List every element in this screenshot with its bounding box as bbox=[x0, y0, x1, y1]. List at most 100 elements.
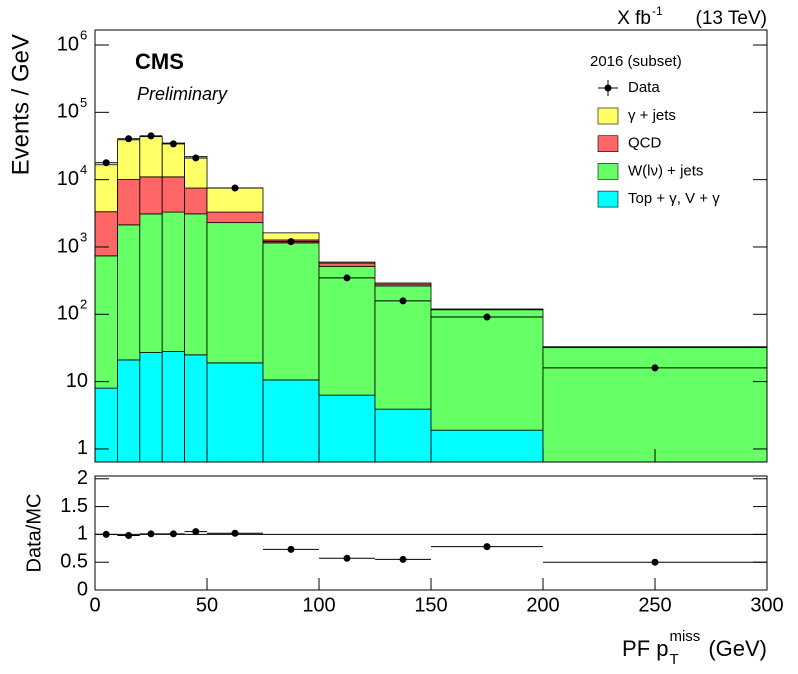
y-tick-exponent: 6 bbox=[80, 27, 87, 42]
stack-bar bbox=[318, 394, 376, 463]
lumi-energy: (13 TeV) bbox=[696, 8, 767, 29]
stack-bar bbox=[161, 211, 185, 352]
y-tick-exponent: 4 bbox=[80, 162, 87, 177]
data-point bbox=[483, 313, 491, 321]
legend-label: Data bbox=[628, 79, 660, 96]
stack-bar bbox=[374, 408, 432, 463]
ratio-point bbox=[651, 558, 659, 566]
x-tick-label: 50 bbox=[196, 594, 218, 616]
stack-bar bbox=[161, 351, 185, 463]
y-tick-label: 1.5 bbox=[60, 495, 88, 517]
stack-bar bbox=[262, 242, 320, 381]
x-tick-label: 250 bbox=[638, 594, 671, 616]
x-axis-title-sup: miss bbox=[669, 628, 700, 645]
stack-bar bbox=[262, 379, 320, 463]
lumi-sup: -1 bbox=[652, 4, 663, 18]
stack-bar bbox=[318, 261, 376, 264]
legend-swatch bbox=[597, 163, 619, 180]
stack-bar bbox=[206, 222, 264, 364]
stack-bar bbox=[184, 187, 208, 215]
y-tick-label: 1 bbox=[77, 437, 88, 459]
legend-label: γ + jets bbox=[628, 107, 676, 124]
stack-bar bbox=[161, 142, 185, 178]
x-tick-label: 300 bbox=[750, 594, 783, 616]
y-tick-label: 10 bbox=[57, 168, 79, 190]
x-axis-title: PF p bbox=[622, 636, 668, 661]
x-tick-label: 0 bbox=[89, 594, 100, 616]
stack-bar bbox=[430, 429, 544, 463]
y-tick-exponent: 3 bbox=[80, 229, 87, 244]
stack-bar bbox=[117, 359, 141, 463]
stack-bar bbox=[139, 352, 163, 463]
y-tick-label: 2 bbox=[77, 467, 88, 489]
y-tick-label: 10 bbox=[57, 303, 79, 325]
legend-label: Top + γ, V + γ bbox=[628, 190, 720, 207]
stack-bar bbox=[117, 224, 141, 361]
status-label: Preliminary bbox=[137, 84, 228, 104]
stack-bar bbox=[430, 309, 544, 431]
ratio-point bbox=[147, 530, 155, 538]
stack-bar bbox=[318, 262, 376, 267]
y-tick-label: 10 bbox=[57, 235, 79, 257]
legend-swatch bbox=[597, 190, 619, 208]
stack-bar bbox=[94, 387, 118, 463]
stack-bar bbox=[318, 265, 376, 396]
y-tick-label: 10 bbox=[66, 370, 88, 392]
data-point bbox=[147, 132, 155, 140]
data-point bbox=[651, 364, 659, 372]
y-axis-title: Events / GeV bbox=[7, 34, 34, 175]
x-axis-title-unit: (GeV) bbox=[708, 636, 767, 661]
stack-bar bbox=[430, 308, 544, 311]
legend-marker bbox=[604, 84, 612, 92]
ratio-point bbox=[399, 555, 407, 563]
legend-swatch bbox=[597, 107, 619, 125]
x-tick-label: 200 bbox=[526, 594, 559, 616]
stack-bar bbox=[94, 255, 118, 389]
stack-bar bbox=[184, 213, 208, 356]
stack-bar bbox=[206, 187, 264, 213]
stack-bar bbox=[117, 139, 141, 180]
ratio-point bbox=[287, 545, 295, 553]
stack-bar bbox=[184, 354, 208, 463]
stack-bar bbox=[94, 164, 118, 213]
lumi-label: X fb bbox=[617, 8, 651, 29]
ratio-point bbox=[343, 554, 351, 562]
x-tick-label: 150 bbox=[414, 594, 447, 616]
ratio-point bbox=[125, 532, 133, 540]
stack-bar bbox=[161, 176, 185, 213]
data-point bbox=[287, 238, 295, 246]
stack-bar bbox=[117, 179, 141, 226]
stack-bar bbox=[542, 346, 768, 349]
data-point bbox=[125, 135, 133, 143]
y-tick-label: 1 bbox=[77, 523, 88, 545]
y-axis-title: Data/MC bbox=[23, 494, 45, 573]
y-tick-exponent: 5 bbox=[80, 95, 87, 110]
x-tick-label: 100 bbox=[302, 594, 335, 616]
experiment-label: CMS bbox=[135, 49, 184, 74]
legend-label: W(lν) + jets bbox=[628, 162, 703, 179]
y-tick-label: 0 bbox=[77, 578, 88, 600]
stack-bar bbox=[139, 136, 163, 178]
ratio-point bbox=[169, 530, 177, 538]
x-axis-title-sub: T bbox=[669, 651, 678, 668]
data-point bbox=[192, 154, 200, 162]
stack-bar bbox=[94, 211, 118, 257]
stack-bar bbox=[206, 211, 264, 224]
stack-bar bbox=[374, 282, 432, 285]
stack-bar bbox=[374, 285, 432, 410]
y-tick-exponent: 2 bbox=[80, 297, 87, 312]
legend-swatch bbox=[597, 135, 619, 152]
data-point bbox=[102, 159, 110, 167]
ratio-point bbox=[231, 529, 239, 537]
stack-bar bbox=[206, 362, 264, 463]
ratio-point bbox=[483, 543, 491, 551]
y-tick-label: 0.5 bbox=[60, 550, 88, 572]
data-point bbox=[169, 140, 177, 148]
stack-bar bbox=[139, 213, 163, 353]
stack-bar bbox=[139, 176, 163, 215]
data-point bbox=[231, 184, 239, 192]
legend-header: 2016 (subset) bbox=[590, 53, 682, 70]
y-tick-label: 10 bbox=[57, 33, 79, 55]
ratio-point bbox=[192, 528, 200, 536]
